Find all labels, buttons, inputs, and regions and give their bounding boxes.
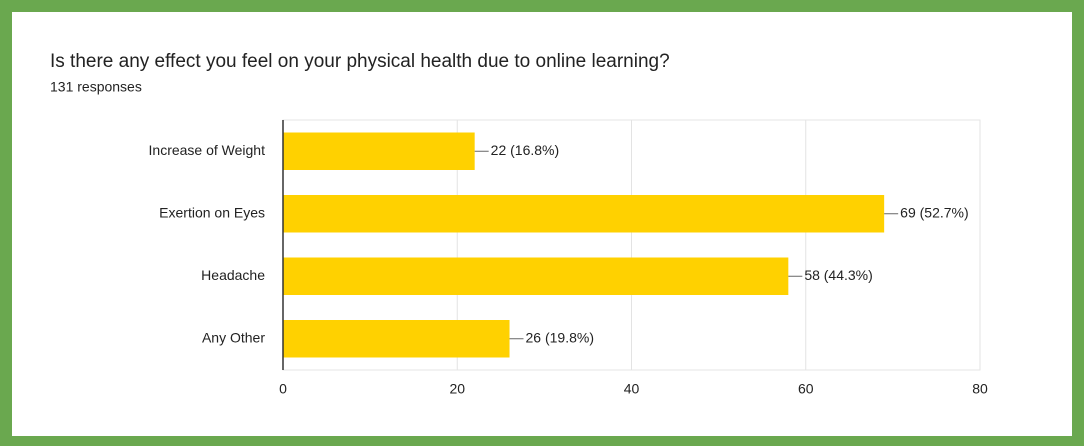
x-tick-label: 60 bbox=[798, 381, 814, 397]
y-tick-label: Exertion on Eyes bbox=[159, 204, 265, 220]
data-label: 69 (52.7%) bbox=[900, 204, 968, 220]
data-label: 58 (44.3%) bbox=[804, 267, 872, 283]
y-tick-label: Increase of Weight bbox=[149, 142, 266, 158]
y-tick-label: Any Other bbox=[202, 329, 265, 345]
x-tick-label: 20 bbox=[449, 381, 465, 397]
bar bbox=[283, 195, 885, 233]
x-tick-label: 0 bbox=[279, 381, 287, 397]
y-tick-label: Headache bbox=[201, 267, 265, 283]
bar bbox=[283, 132, 475, 170]
chart-title: Is there any effect you feel on your phy… bbox=[50, 51, 670, 72]
data-label: 26 (19.8%) bbox=[526, 329, 594, 345]
x-tick-label: 80 bbox=[972, 381, 988, 397]
x-tick-label: 40 bbox=[624, 381, 640, 397]
chart-subtitle: 131 responses bbox=[50, 79, 142, 95]
bar bbox=[283, 257, 789, 295]
data-label: 22 (16.8%) bbox=[491, 142, 559, 158]
bar bbox=[283, 320, 510, 358]
